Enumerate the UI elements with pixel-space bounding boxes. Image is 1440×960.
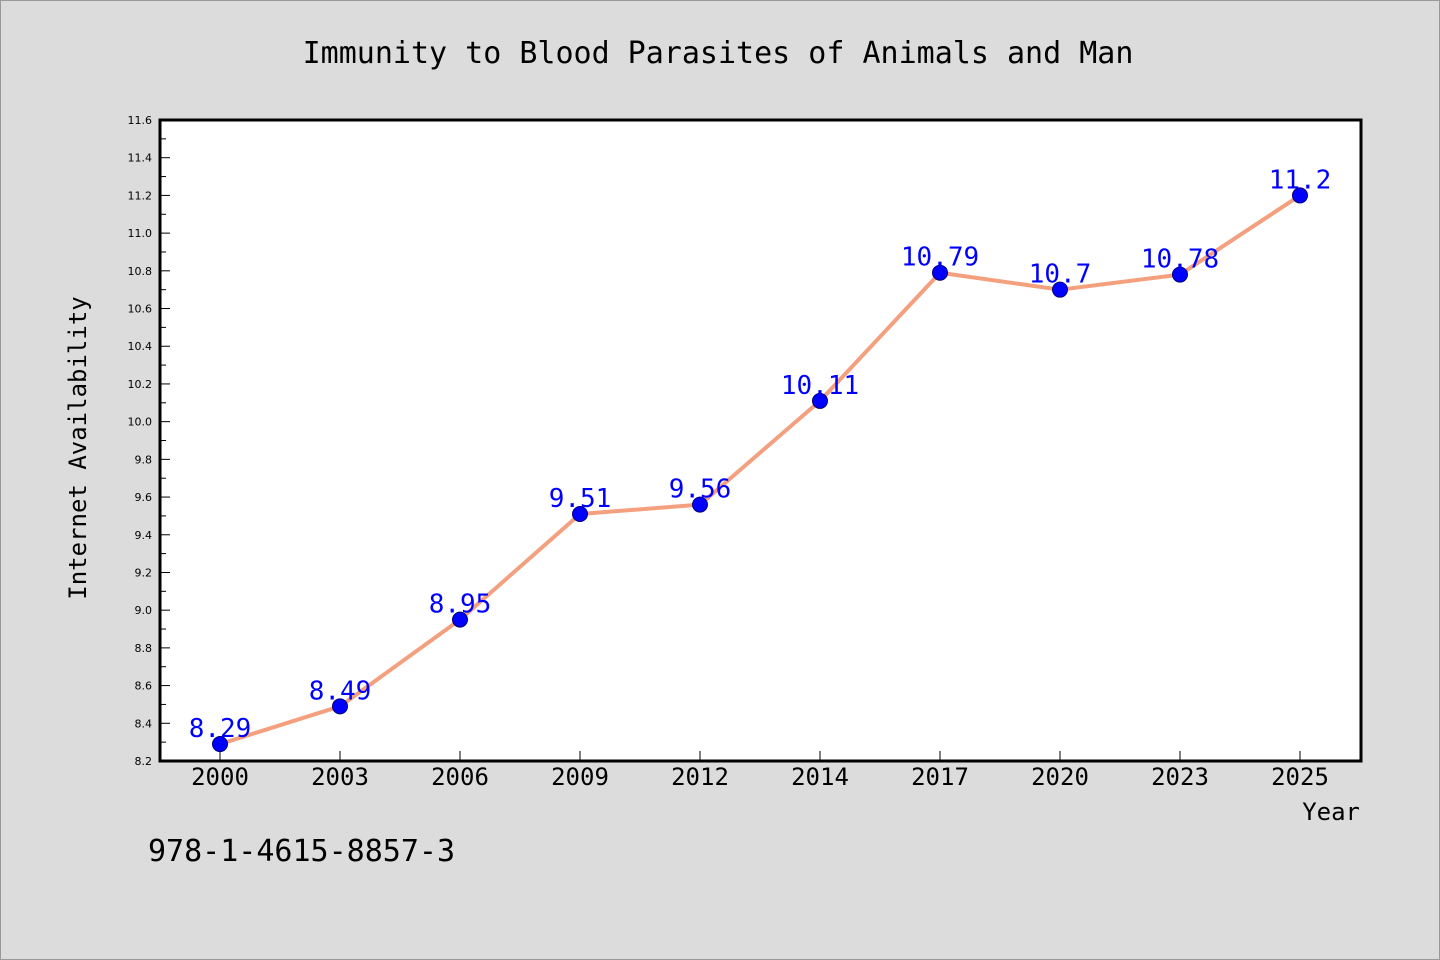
x-axis-label: Year xyxy=(1302,798,1360,826)
x-tick-label: 2020 xyxy=(1031,763,1089,791)
y-tick-label: 9.0 xyxy=(135,604,153,617)
y-tick-label: 9.8 xyxy=(135,453,153,466)
x-tick-label: 2025 xyxy=(1271,763,1329,791)
y-tick-label: 8.4 xyxy=(135,717,153,730)
data-point xyxy=(332,698,348,715)
y-axis-label: Internet Availability xyxy=(64,296,92,599)
data-point xyxy=(212,736,228,753)
data-point xyxy=(692,496,708,513)
data-labels: 8.29 8.49 8.95 9.51 9.56 10.11 10.79 10.7 10.78 1… xyxy=(189,165,1332,744)
plot-area xyxy=(158,118,1363,763)
data-label: 8.95 xyxy=(429,590,492,620)
x-tick-label: 2000 xyxy=(191,763,249,791)
y-tick-label: 10.0 xyxy=(128,416,153,429)
series-markers xyxy=(212,187,1308,753)
data-point xyxy=(452,611,468,628)
data-label: 9.56 xyxy=(669,475,732,505)
data-label: 10.79 xyxy=(901,243,979,273)
y-tick-label: 8.8 xyxy=(135,642,153,655)
data-label: 11.2 xyxy=(1269,165,1332,195)
x-tick-label: 2014 xyxy=(791,763,849,791)
data-point xyxy=(812,392,828,409)
x-tick-label: 2017 xyxy=(911,763,969,791)
y-tick-label: 10.8 xyxy=(128,265,153,278)
x-tick-label: 2012 xyxy=(671,763,729,791)
data-label: 8.29 xyxy=(189,714,252,744)
y-tick-label: 11.0 xyxy=(128,227,153,240)
y-axis: 8.2 8.4 8.6 8.8 9.0 9.2 9.4 9.6 9.8 10.0 10.2 10.4 1… xyxy=(128,114,170,768)
y-tick-label: 8.2 xyxy=(135,755,153,768)
x-tick-label: 2006 xyxy=(431,763,489,791)
data-label: 10.78 xyxy=(1141,245,1219,275)
y-tick-label: 9.2 xyxy=(135,566,153,579)
y-tick-label: 9.4 xyxy=(135,529,153,542)
isbn-text: 978-1-4615-8857-3 xyxy=(148,834,456,869)
y-tick-label: 11.6 xyxy=(128,114,153,127)
chart-title: Immunity to Blood Parasites of Animals a… xyxy=(303,36,1134,71)
data-label: 8.49 xyxy=(309,676,372,706)
data-point xyxy=(1292,187,1308,204)
y-tick-label: 11.2 xyxy=(128,189,153,202)
y-tick-label: 10.6 xyxy=(128,303,153,316)
x-tick-label: 2003 xyxy=(311,763,369,791)
y-tick-label: 10.2 xyxy=(128,378,153,391)
data-point xyxy=(572,506,588,523)
y-tick-label: 9.6 xyxy=(135,491,153,504)
x-tick-label: 2009 xyxy=(551,763,609,791)
y-tick-label: 10.4 xyxy=(128,340,153,353)
series-line xyxy=(218,193,1302,747)
data-point xyxy=(1172,266,1188,283)
series-line-path xyxy=(218,193,1302,747)
y-tick-label: 8.6 xyxy=(135,680,153,693)
y-tick-label: 11.4 xyxy=(128,152,153,165)
x-axis: 2000 2003 2006 2009 2012 2014 2017 2020 2023 2025 xyxy=(191,751,1329,791)
data-label: 10.11 xyxy=(781,371,859,401)
x-tick-label: 2023 xyxy=(1151,763,1209,791)
data-point xyxy=(932,264,948,281)
data-label: 10.7 xyxy=(1029,260,1092,290)
data-label: 9.51 xyxy=(549,484,612,514)
data-point xyxy=(1052,281,1068,298)
